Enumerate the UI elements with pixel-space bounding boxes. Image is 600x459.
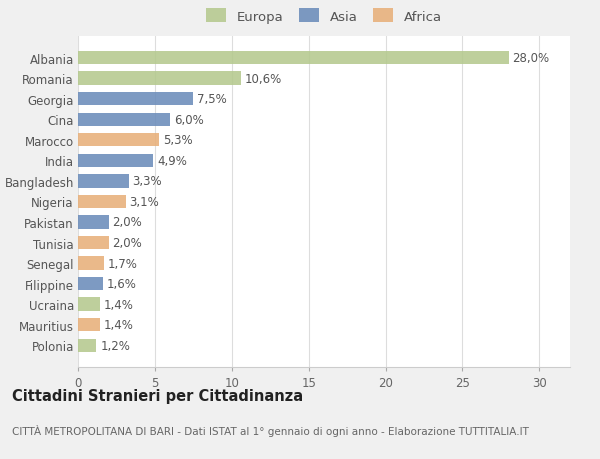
Bar (78, 319, 100, 332)
Bar (78, 298, 100, 311)
Text: 4,9%: 4,9% (157, 155, 187, 168)
Bar (78, 236, 109, 250)
Text: 2,0%: 2,0% (113, 216, 142, 229)
Bar (78, 72, 241, 85)
Text: 1,4%: 1,4% (103, 298, 133, 311)
Text: 1,6%: 1,6% (106, 278, 136, 291)
Text: 28,0%: 28,0% (512, 52, 550, 65)
Legend: Europa, Asia, Africa: Europa, Asia, Africa (206, 9, 442, 23)
Bar (78, 154, 154, 168)
Bar (78, 93, 193, 106)
Bar (78, 52, 509, 65)
Text: 3,1%: 3,1% (130, 196, 159, 208)
Bar (78, 277, 103, 291)
Text: 6,0%: 6,0% (174, 113, 204, 126)
Text: 1,7%: 1,7% (108, 257, 138, 270)
Text: CITTÀ METROPOLITANA DI BARI - Dati ISTAT al 1° gennaio di ogni anno - Elaborazio: CITTÀ METROPOLITANA DI BARI - Dati ISTAT… (12, 425, 529, 437)
Bar (78, 175, 129, 188)
Bar (78, 257, 104, 270)
Bar (78, 134, 160, 147)
Text: 3,3%: 3,3% (133, 175, 162, 188)
Text: 1,2%: 1,2% (100, 339, 130, 352)
Bar (78, 216, 109, 229)
Text: 7,5%: 7,5% (197, 93, 227, 106)
Text: Cittadini Stranieri per Cittadinanza: Cittadini Stranieri per Cittadinanza (12, 388, 303, 403)
Bar (78, 113, 170, 127)
Text: 10,6%: 10,6% (245, 73, 282, 85)
Text: 1,4%: 1,4% (103, 319, 133, 331)
Text: 5,3%: 5,3% (163, 134, 193, 147)
Text: 2,0%: 2,0% (113, 236, 142, 249)
Bar (78, 195, 125, 209)
Bar (78, 339, 97, 352)
